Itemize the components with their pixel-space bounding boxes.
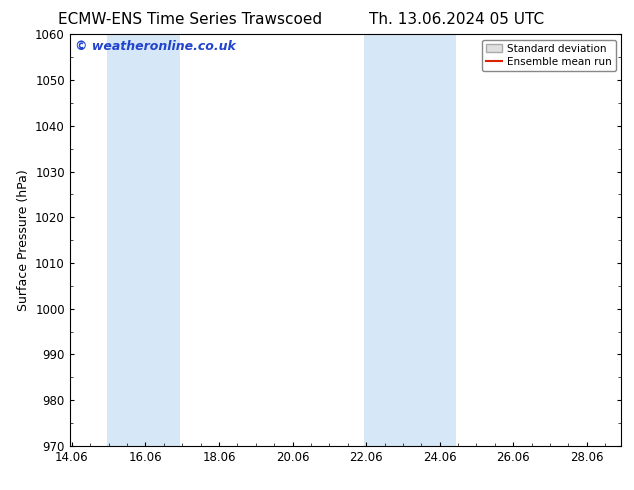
Legend: Standard deviation, Ensemble mean run: Standard deviation, Ensemble mean run <box>482 40 616 71</box>
Text: Th. 13.06.2024 05 UTC: Th. 13.06.2024 05 UTC <box>369 12 544 27</box>
Y-axis label: Surface Pressure (hPa): Surface Pressure (hPa) <box>16 169 30 311</box>
Text: © weatheronline.co.uk: © weatheronline.co.uk <box>75 41 236 53</box>
Text: ECMW-ENS Time Series Trawscoed: ECMW-ENS Time Series Trawscoed <box>58 12 322 27</box>
Bar <box>107 34 180 446</box>
Bar <box>364 34 456 446</box>
